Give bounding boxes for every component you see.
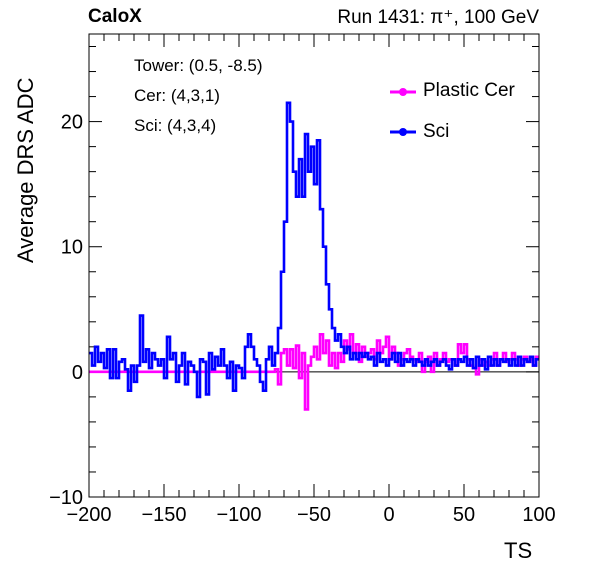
- legend-marker-plastic-cer: [399, 88, 407, 96]
- x-tick-label: 100: [522, 504, 555, 526]
- series-plastic-cer: [89, 333, 539, 411]
- y-tick-label: 20: [61, 112, 83, 134]
- x-tick-label: −100: [216, 504, 261, 526]
- series-layer: [89, 101, 539, 411]
- x-tick-label: 50: [453, 504, 475, 526]
- x-tick-label: −150: [141, 504, 186, 526]
- tower-annotation: Tower: (0.5, -8.5): [134, 56, 263, 75]
- x-tick-label: 0: [383, 504, 394, 526]
- y-tick-label: 0: [72, 362, 83, 384]
- series-sci: [89, 101, 539, 399]
- run-info-label: Run 1431: π⁺, 100 GeV: [337, 7, 539, 28]
- legend-label-plastic-cer: Plastic Cer: [423, 80, 515, 101]
- legend-label-sci: Sci: [423, 121, 450, 142]
- y-tick-label: 10: [61, 237, 83, 259]
- x-axis-label: TS: [504, 538, 533, 563]
- sci-annotation: Sci: (4,3,4): [134, 116, 217, 135]
- legend: [390, 88, 416, 136]
- y-axis-label: Average DRS ADC: [13, 77, 38, 263]
- x-tick-label: −50: [297, 504, 331, 526]
- x-tick-label: −200: [66, 504, 111, 526]
- y-tick-label: −10: [49, 487, 83, 509]
- legend-marker-sci: [399, 128, 407, 136]
- cer-annotation: Cer: (4,3,1): [134, 86, 220, 105]
- experiment-label: CaloX: [88, 6, 142, 27]
- plot-frame: [88, 33, 540, 498]
